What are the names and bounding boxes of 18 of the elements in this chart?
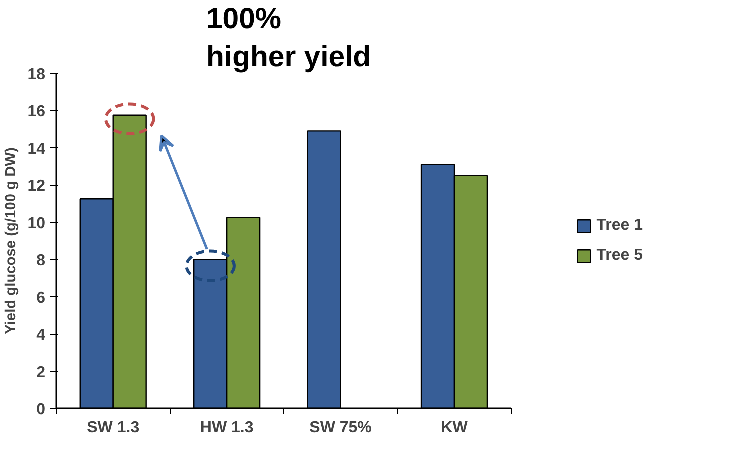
y-tick-label: 12 (28, 178, 46, 196)
y-tick-label: 0 (36, 402, 46, 418)
x-tick-label: SW 75% (310, 420, 372, 436)
legend-label: Tree 5 (596, 246, 643, 264)
y-axis-title: Yield glucose (g/100 g DW) (4, 148, 20, 334)
y-tick-label: 2 (36, 364, 46, 382)
x-tick-label: KW (441, 420, 469, 436)
x-tick-label: HW 1.3 (200, 420, 254, 436)
legend-label: Tree 1 (596, 216, 643, 234)
x-tick-label: SW 1.3 (87, 420, 140, 436)
y-tick-label: 16 (28, 104, 46, 121)
y-tick-label: 6 (36, 290, 46, 307)
y-tick-label: 18 (28, 66, 46, 84)
y-tick-label: 8 (36, 252, 46, 270)
y-tick-label: 10 (28, 215, 46, 232)
y-tick-label: 4 (36, 327, 46, 344)
y-tick-label: 14 (28, 140, 46, 158)
annotation: 100% higher yield (206, 2, 372, 74)
